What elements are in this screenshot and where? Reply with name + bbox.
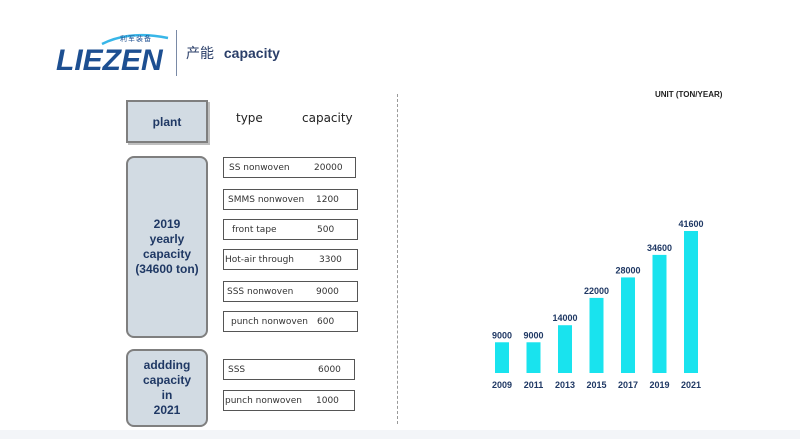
bar-2021 <box>684 231 698 373</box>
item-type: SSS nonwoven <box>227 287 294 297</box>
capacity-item: SSS 6000 <box>223 359 355 380</box>
data-label-2009: 9000 <box>492 330 512 340</box>
capacity-item: punch nonwoven 600 <box>223 311 358 332</box>
plant-box: plant <box>126 100 208 143</box>
x-tick-2017: 2017 <box>618 380 638 390</box>
bar-2017 <box>621 277 635 373</box>
logo-swoosh-icon <box>101 33 169 46</box>
adding-line: capacity <box>142 373 192 387</box>
liezen-logo: 利军装备 LIEZEN <box>56 33 169 78</box>
x-tick-2009: 2009 <box>492 380 512 390</box>
x-tick-2015: 2015 <box>586 380 606 390</box>
item-capacity: 3300 <box>319 255 342 265</box>
capacity-bar-chart: 9000 2009 9000 2011 14000 2013 22000 2015 28000 2… <box>492 219 704 390</box>
data-label-2021: 41600 <box>678 219 703 229</box>
yearly-line: yearly <box>149 232 185 246</box>
x-tick-2011: 2011 <box>524 380 544 390</box>
item-type: SSS <box>228 365 246 375</box>
data-label-2013: 14000 <box>552 313 577 323</box>
page-title-en: capacity <box>223 45 280 61</box>
x-tick-2013: 2013 <box>555 380 575 390</box>
capacity-item: SMMS nonwoven 1200 <box>223 189 358 210</box>
capacity-item: Hot-air through 3300 <box>223 249 358 270</box>
bar-2011 <box>526 342 541 373</box>
capacity-item: SSS nonwoven 9000 <box>223 281 358 302</box>
yearly-line: 2019 <box>153 217 181 231</box>
adding-capacity-box: addding capacity in 2021 <box>126 349 208 427</box>
x-tick-2019: 2019 <box>649 380 669 390</box>
item-capacity: 500 <box>317 225 335 235</box>
item-capacity: 20000 <box>314 163 343 173</box>
bar-2019 <box>652 254 667 373</box>
item-type: Hot-air through <box>225 255 294 265</box>
logo-cn-text: 利军装备 <box>120 36 152 43</box>
capacity-header: capacity <box>302 111 353 125</box>
page-title: 产能 capacity <box>186 43 280 63</box>
item-capacity: 6000 <box>318 365 341 375</box>
bar-2009 <box>495 342 509 373</box>
yearly-line: (34600 ton) <box>135 262 199 276</box>
footer-band <box>0 430 800 439</box>
page-title-cn: 产能 <box>186 46 214 62</box>
plant-label: plant <box>152 114 182 129</box>
item-capacity: 9000 <box>316 287 339 297</box>
data-label-2019: 34600 <box>647 243 672 253</box>
capacity-item: front tape 500 <box>223 219 358 240</box>
adding-line: in <box>161 388 173 402</box>
item-capacity: 600 <box>317 317 335 327</box>
section-divider <box>397 94 398 424</box>
adding-line: 2021 <box>153 403 181 417</box>
item-type: front tape <box>232 225 277 235</box>
item-type: punch nonwoven <box>225 396 302 406</box>
type-header: type <box>236 111 263 125</box>
item-type: punch nonwoven <box>231 317 308 327</box>
adding-line: addding <box>143 358 191 372</box>
chart-unit-label: UNIT (TON/YEAR) <box>655 90 723 99</box>
item-capacity: 1000 <box>316 396 339 406</box>
x-tick-2021: 2021 <box>681 380 701 390</box>
logo-wordmark: LIEZEN <box>56 44 163 77</box>
item-capacity: 1200 <box>316 195 339 205</box>
data-label-2011: 9000 <box>523 330 543 340</box>
bar-2015 <box>589 297 604 373</box>
capacity-item: punch nonwoven 1000 <box>223 390 355 411</box>
yearly-capacity-box: 2019 yearly capacity (34600 ton) <box>126 156 208 338</box>
data-label-2017: 28000 <box>615 265 640 275</box>
data-label-2015: 22000 <box>584 286 609 296</box>
capacity-item: SS nonwoven 20000 <box>223 157 356 178</box>
yearly-line: capacity <box>142 247 191 261</box>
item-type: SMMS nonwoven <box>228 195 305 205</box>
item-type: SS nonwoven <box>229 163 290 173</box>
header-divider <box>176 30 177 76</box>
bar-2013 <box>558 325 572 373</box>
